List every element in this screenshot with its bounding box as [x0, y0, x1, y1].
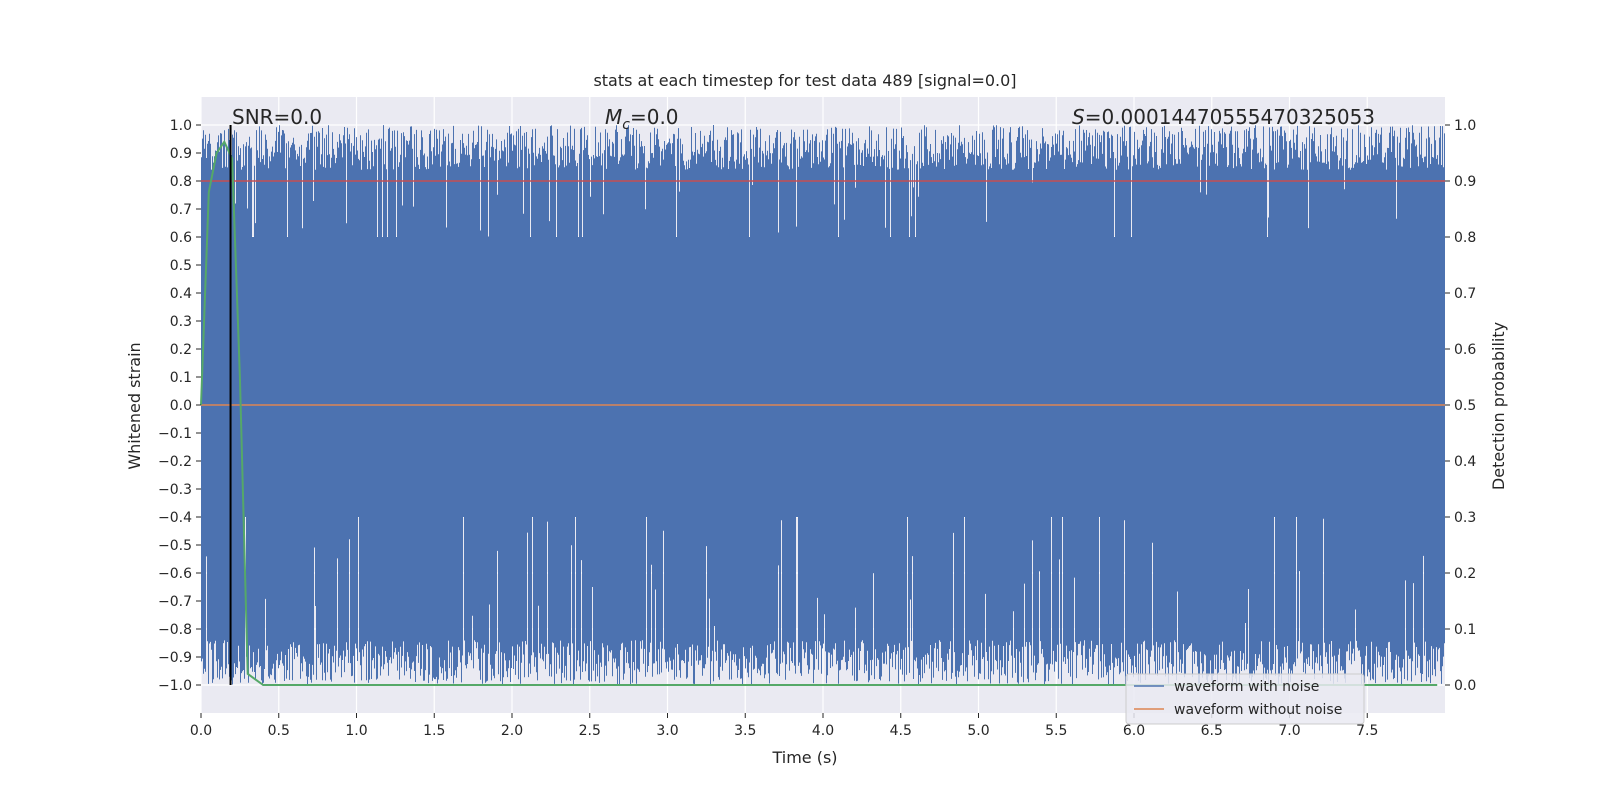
chirp-mass-subscript: c	[622, 117, 630, 133]
y-right-tick-label: 0.4	[1454, 454, 1476, 470]
noise-waveform	[201, 125, 1445, 685]
x-tick-label: 4.5	[890, 723, 912, 739]
y-tick-label: −0.9	[158, 650, 192, 666]
s-annotation: S=0.00014470555470325053	[1072, 105, 1375, 129]
y-right-tick-label: 0.7	[1454, 286, 1476, 302]
y-tick-label: 0.9	[170, 146, 192, 162]
y-tick-label: 0.1	[170, 370, 192, 386]
x-tick-label: 1.0	[345, 723, 367, 739]
legend-box	[1125, 673, 1365, 725]
legend: waveform with noise waveform without noi…	[1125, 673, 1365, 725]
y-right-tick-label: 0.8	[1454, 230, 1476, 246]
y-tick-label: 0.2	[170, 342, 192, 358]
y-tick-label: 1.0	[170, 118, 192, 134]
x-tick-label: 3.0	[656, 723, 678, 739]
y-right-tick-label: 0.9	[1454, 174, 1476, 190]
x-tick-label: 4.0	[812, 723, 834, 739]
y-tick-label: −0.5	[158, 538, 192, 554]
y-axis-label: Whitened strain	[125, 342, 144, 469]
y-tick-label: −1.0	[158, 678, 192, 694]
legend-entry-clean: waveform without noise	[1174, 702, 1342, 718]
y-tick-label: 0.6	[170, 230, 192, 246]
y-right-tick-label: 0.5	[1454, 398, 1476, 414]
series-waveform-with-noise	[201, 125, 1445, 685]
y-axis-right-label: Detection probability	[1489, 322, 1508, 490]
x-tick-label: 3.5	[734, 723, 756, 739]
y-right-tick-label: 0.6	[1454, 342, 1476, 358]
y-right-tick-label: 0.1	[1454, 622, 1476, 638]
y-tick-label: −0.2	[158, 454, 192, 470]
x-axis-label: Time (s)	[771, 748, 837, 767]
snr-annotation: SNR=0.0	[232, 105, 322, 129]
x-tick-label: 2.0	[501, 723, 523, 739]
chirp-mass-value: =0.0	[630, 105, 679, 129]
x-tick-label: 6.0	[1123, 723, 1145, 739]
y-right-tick-label: 0.2	[1454, 566, 1476, 582]
y-tick-label: 0.7	[170, 202, 192, 218]
y-tick-label: 0.3	[170, 314, 192, 330]
detection-probability-line	[200, 139, 1438, 686]
y-tick-label: 0.8	[170, 174, 192, 190]
y-tick-label: 0.0	[170, 398, 192, 414]
y-tick-label: 0.4	[170, 286, 192, 302]
y-right-tick-label: 0.3	[1454, 510, 1476, 526]
x-tick-label: 0.0	[190, 723, 212, 739]
y-right-tick-label: 1.0	[1454, 118, 1476, 134]
x-tick-label: 6.5	[1201, 723, 1223, 739]
chirp-mass-annotation: Mc=0.0	[605, 105, 679, 133]
y-right-tick-label: 0.0	[1454, 678, 1476, 694]
x-tick-label: 0.5	[268, 723, 290, 739]
chirp-mass-symbol: M	[605, 105, 622, 129]
x-tick-label: 2.5	[579, 723, 601, 739]
x-tick-label: 5.0	[967, 723, 989, 739]
y-tick-label: −0.3	[158, 482, 192, 498]
x-tick-label: 1.5	[423, 723, 445, 739]
y-tick-label: −0.4	[158, 510, 192, 526]
y-tick-label: −0.1	[158, 426, 192, 442]
x-tick-label: 7.5	[1356, 723, 1378, 739]
legend-entry-noise: waveform with noise	[1174, 679, 1319, 695]
s-symbol: S	[1072, 105, 1085, 129]
x-tick-label: 7.0	[1278, 723, 1300, 739]
y-tick-label: 0.5	[170, 258, 192, 274]
y-tick-label: −0.8	[158, 622, 192, 638]
y-tick-label: −0.6	[158, 566, 192, 582]
s-value: =0.00014470555470325053	[1085, 105, 1375, 129]
y-tick-label: −0.7	[158, 594, 192, 610]
x-tick-label: 5.5	[1045, 723, 1067, 739]
chart-title: stats at each timestep for test data 489…	[593, 71, 1016, 90]
